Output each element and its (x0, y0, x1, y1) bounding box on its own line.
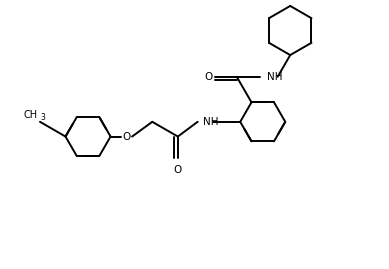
Text: NH: NH (203, 117, 219, 127)
Text: 3: 3 (40, 113, 45, 122)
Text: CH: CH (24, 110, 38, 120)
Text: O: O (174, 165, 182, 175)
Text: O: O (123, 132, 131, 141)
Text: NH: NH (267, 72, 282, 82)
Text: O: O (204, 72, 212, 82)
